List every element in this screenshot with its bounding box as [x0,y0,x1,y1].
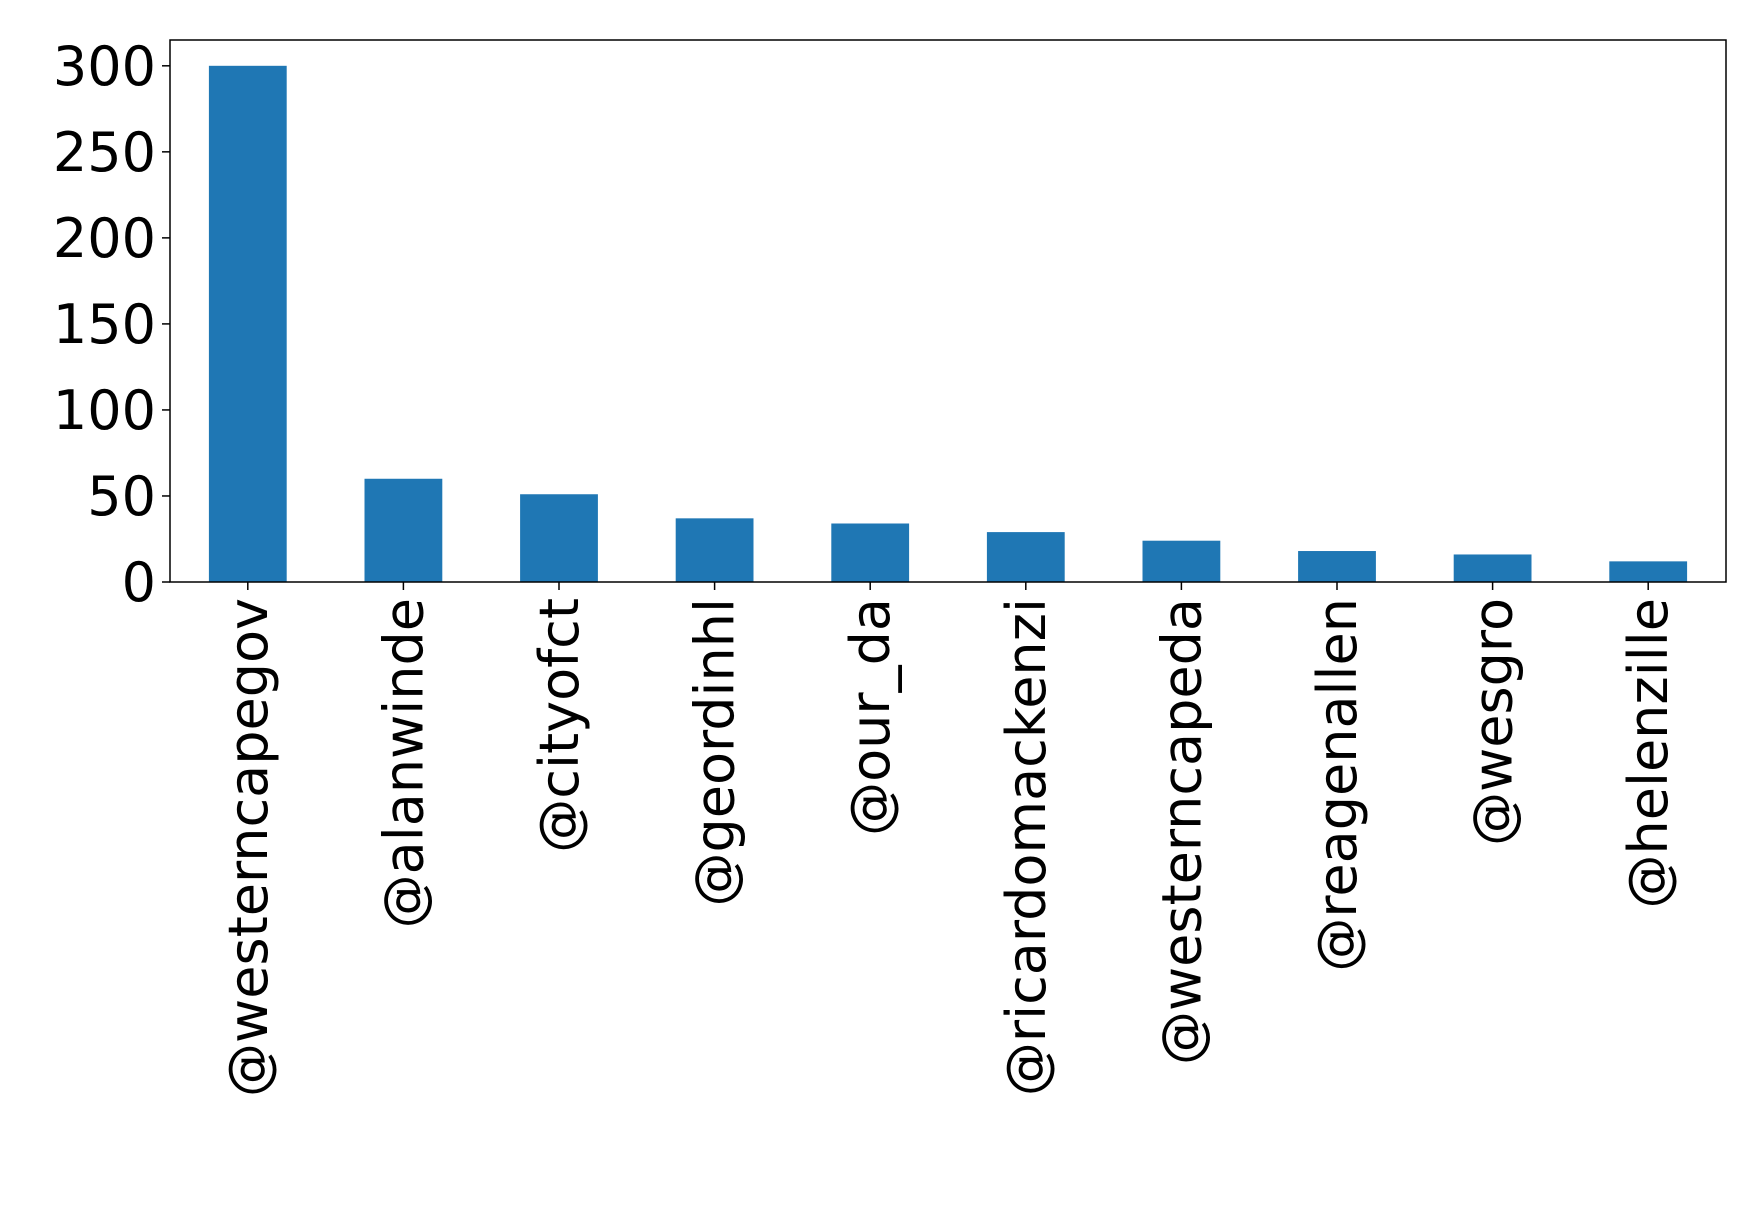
bar-our-da [831,523,910,582]
bar-wesgro [1453,554,1532,582]
x-tick-label: @our_da [839,598,902,836]
y-tick-label: 150 [53,293,156,356]
y-tick-label: 200 [53,207,156,270]
x-tick-label: @helenzille [1617,598,1680,908]
y-tick-label: 100 [53,379,156,442]
x-tick-label: @reagenallen [1306,598,1369,972]
bars-layer [208,65,1688,583]
x-tick-label: @wesgro [1462,598,1525,846]
bar-westerncapeda [1142,540,1221,582]
x-tick-label: @westerncapegov [217,598,280,1097]
y-tick-label: 50 [87,465,156,528]
x-tick-label: @alanwinde [372,598,435,928]
bar-cityofct [520,494,598,582]
bar-helenzille [1609,561,1688,582]
y-axis-ticks: 0 50 100 150 200 250 300 [53,35,170,614]
bar-geordinhl [675,518,754,582]
bar-alanwinde [364,478,443,582]
y-tick-label: 300 [53,35,156,98]
bar-reagenallen [1298,551,1376,582]
x-axis-ticks: @westerncapegov @alanwinde @cityofct @geord… [217,582,1680,1097]
y-tick-label: 250 [53,121,156,184]
bar-ricardomackenzi [986,532,1065,582]
x-tick-label: @cityofct [528,598,591,853]
x-tick-label: @ricardomackenzi [995,598,1058,1096]
x-tick-label: @geordinhl [684,598,747,907]
x-tick-label: @westerncapeda [1150,598,1213,1065]
y-tick-label: 0 [122,551,156,614]
bar-westerncapegov [208,65,287,583]
plot-frame [169,39,1727,583]
